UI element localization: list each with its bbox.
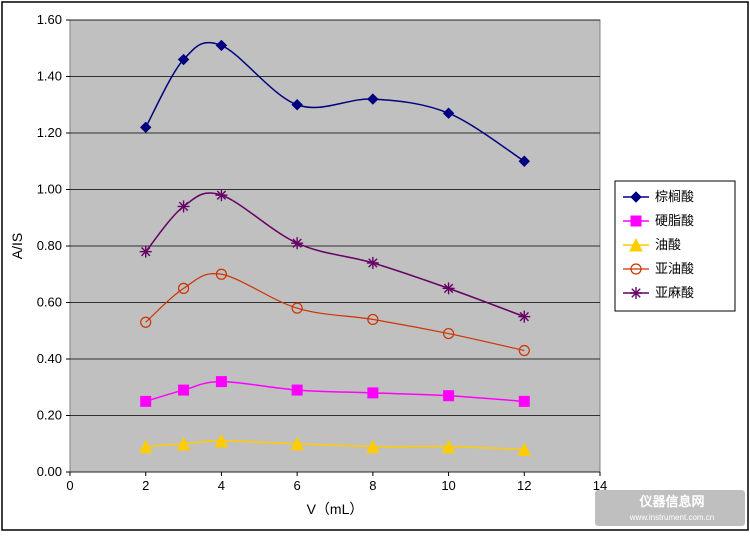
svg-text:8: 8 <box>369 478 376 493</box>
svg-text:0.40: 0.40 <box>37 351 62 366</box>
chart-container: 0.00 0.20 0.40 0.60 0.80 1.00 1.20 1.40 1.60 0 2 4 6… <box>0 0 750 532</box>
svg-text:10: 10 <box>441 478 455 493</box>
svg-text:硬脂酸: 硬脂酸 <box>655 213 694 228</box>
svg-text:1.40: 1.40 <box>37 69 62 84</box>
svg-text:0.60: 0.60 <box>37 295 62 310</box>
line-chart: 0.00 0.20 0.40 0.60 0.80 1.00 1.20 1.40 1.60 0 2 4 6… <box>0 0 750 532</box>
svg-text:亚油酸: 亚油酸 <box>655 261 694 276</box>
legend: 棕榈酸硬脂酸油酸亚油酸亚麻酸 <box>615 181 735 311</box>
svg-text:0.20: 0.20 <box>37 408 62 423</box>
svg-text:仪器信息网: 仪器信息网 <box>638 494 704 509</box>
svg-text:油酸: 油酸 <box>655 237 681 252</box>
svg-text:www.instrument.com.cn: www.instrument.com.cn <box>629 513 714 522</box>
svg-text:6: 6 <box>294 478 301 493</box>
svg-text:1.00: 1.00 <box>37 182 62 197</box>
svg-text:0: 0 <box>66 478 73 493</box>
svg-text:A/IS: A/IS <box>9 233 25 259</box>
svg-text:1.20: 1.20 <box>37 125 62 140</box>
watermark: 仪器信息网 www.instrument.com.cn <box>595 490 745 526</box>
svg-text:棕榈酸: 棕榈酸 <box>655 189 694 204</box>
svg-text:亚麻酸: 亚麻酸 <box>655 285 694 300</box>
svg-text:4: 4 <box>218 478 225 493</box>
svg-text:0.80: 0.80 <box>37 238 62 253</box>
svg-text:V（mL）: V（mL） <box>307 501 364 517</box>
svg-text:0.00: 0.00 <box>37 464 62 479</box>
svg-text:12: 12 <box>517 478 531 493</box>
svg-text:2: 2 <box>142 478 149 493</box>
svg-text:1.60: 1.60 <box>37 12 62 27</box>
